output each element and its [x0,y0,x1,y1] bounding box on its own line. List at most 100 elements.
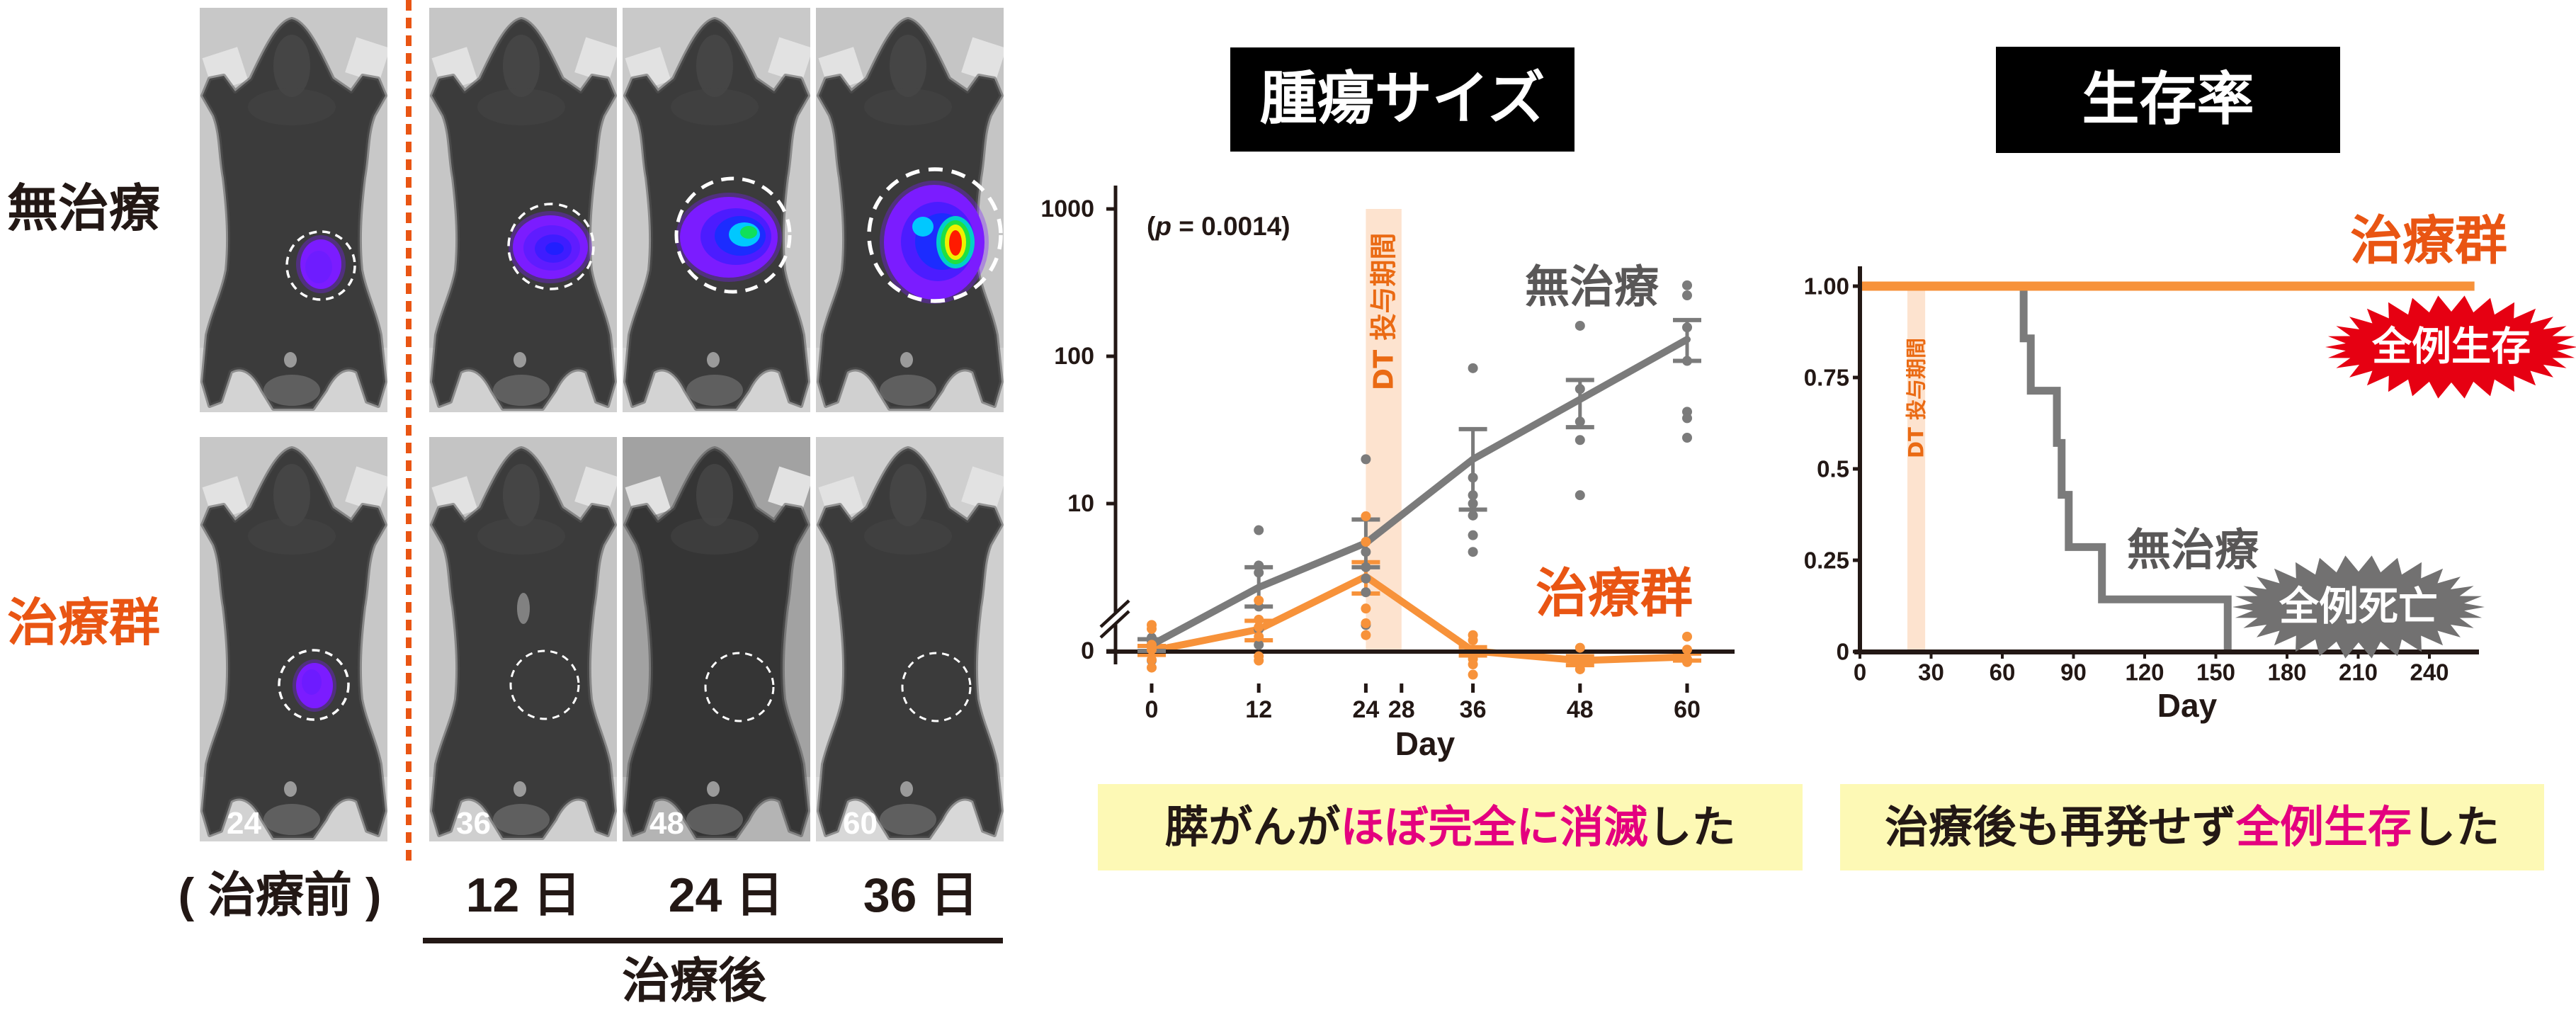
mean-line [1148,572,1691,664]
y-tick [1106,649,1116,653]
axis-break-line [1099,599,1130,628]
y-axis [1858,266,1862,654]
survival-chart: DT 投与期間 1.00 0.75 0.5 0.25 00 30 60 90 120 150 180 2… [1804,210,2576,724]
starburst-shape [2325,295,2576,399]
column-label-pretreatment: ( 治療前 ) [178,868,382,922]
mouse-head [696,35,733,97]
y-tick [1853,284,1860,288]
survival-axes: 1.00 0.75 0.5 0.25 00 30 60 90 120 150 180 210 240 Da… [1804,266,2479,724]
mouse-genital-spot [900,352,913,368]
mouse-body [430,446,617,840]
post-treatment-label: 治療後 [621,953,767,1009]
data-point [1574,490,1585,501]
data-point [1254,567,1264,578]
series-label-treated: 治療群 [1536,563,1693,624]
y-tick-label: 1.00 [1804,273,1849,300]
mouse-genital-spot [514,781,526,797]
x-tick-label: 28 [1388,696,1415,723]
x-axis [1854,649,2479,654]
data-point [1361,618,1371,628]
x-tick [1859,653,1861,659]
data-point [1468,659,1478,670]
x-tick-label: 0 [1854,659,1866,686]
mouse-image-panel [200,8,387,412]
data-point [1361,587,1371,598]
mouse-image-panel [623,8,810,412]
pre-post-divider [406,0,412,861]
series-treated-points [1147,511,1692,680]
column-label-day24: 24 日 [668,868,784,922]
mouse-tail-base [880,804,936,835]
roi-dashed-circle [507,203,595,290]
data-point [1361,454,1371,465]
data-point [1254,525,1264,535]
y-axis [1113,186,1118,664]
mouse-genital-spot [707,781,720,797]
mouse-body [200,17,387,411]
caption-suffix: した [2412,801,2500,853]
data-point [1574,435,1585,446]
x-tick [1929,653,1933,659]
mouse-genital-spot [284,352,297,368]
data-point [1361,511,1371,521]
badge-text: 全例死亡 [2279,584,2438,630]
mouse-photo [816,8,1004,412]
data-point [1254,655,1264,666]
mouse-genital-spot [514,352,526,368]
post-treatment-bracket-line [423,938,1003,943]
tape-right [961,37,1004,84]
tumor-size-caption: 膵がんがほぼ完全に消滅した [1098,784,1803,870]
data-point [1682,432,1692,443]
bioluminescence-signal [302,669,322,695]
tape-right [961,466,1004,513]
x-tick-label: 120 [2125,659,2164,686]
x-tick-label: 48 [1567,696,1594,723]
x-tick-label: 90 [2060,659,2087,686]
skin-highlight [517,593,530,624]
axis-break-line [1099,610,1130,639]
tumor-size-title-box: 腫瘍サイズ [1230,47,1574,152]
data-point [1682,322,1692,333]
caption-text: 膵がんがほぼ完全に消滅した [1164,805,1735,849]
day-number-label: 48 [649,806,684,841]
series-label-treated: 治療群 [2350,210,2507,271]
y-tick [1853,467,1860,471]
y-tick-label: 10 [1067,490,1094,517]
caption-text: 治療後も再発せず全例生存した [1885,805,2500,849]
p-value-number: = 0.0014) [1171,212,1290,241]
data-point [1147,654,1157,665]
x-tick [2356,653,2360,659]
y-tick-label: 0.5 [1817,456,1849,482]
mouse-photo [429,437,617,841]
mouse-head [696,464,733,526]
x-tick-label: 30 [1918,659,1944,686]
x-tick [2428,653,2431,659]
survival-curve-untreated [1860,282,2232,652]
caption-prefix: 治療後も再発せず [1884,801,2236,853]
data-point [1254,640,1264,650]
mouse-tail-base [493,375,550,406]
data-point [1468,510,1478,521]
mouse-head [890,35,926,97]
mouse-tail-base [263,804,320,835]
data-point [1468,530,1478,540]
roi-dashed-circle [704,652,775,722]
x-tick [2072,653,2075,659]
tape-right [768,466,810,513]
tumor-size-title: 腫瘍サイズ [1259,66,1545,132]
data-point [1574,642,1585,653]
mouse-photo [200,8,387,412]
mouse-genital-spot [900,781,913,797]
mouse-image-panel [429,8,617,412]
day-number-label: 36 [456,806,491,841]
mouse-head [273,35,310,97]
mouse-chest [248,518,336,555]
x-tick-label: 36 [1460,696,1487,723]
y-tick-label: 1000 [1040,195,1094,222]
x-tick [1256,683,1261,693]
data-point [1147,623,1157,634]
data-point [1361,603,1371,614]
tape-right [345,466,387,513]
p-value-annotation: (p = 0.0014) [1147,212,1290,241]
